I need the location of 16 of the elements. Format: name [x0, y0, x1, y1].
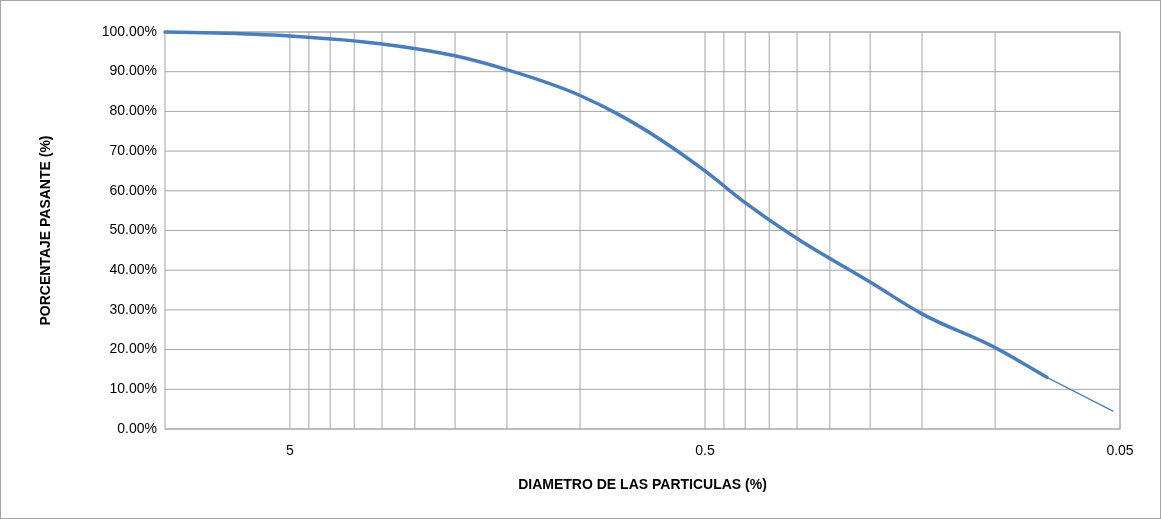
- y-tick-label: 50.00%: [109, 221, 157, 238]
- y-tick-label: 20.00%: [109, 340, 157, 357]
- y-axis-title: PORCENTAJE PASANTE (%): [37, 135, 53, 326]
- x-axis-title: DIAMETRO DE LAS PARTICULAS (%): [518, 476, 767, 492]
- y-tick-label: 90.00%: [109, 62, 157, 79]
- y-tick-label: 60.00%: [109, 181, 157, 198]
- y-tick-label: 10.00%: [109, 380, 157, 396]
- y-tick-label: 100.00%: [101, 22, 157, 39]
- y-tick-label: 70.00%: [109, 141, 157, 158]
- y-tick-label: 30.00%: [109, 300, 157, 317]
- x-tick-label: 5: [286, 442, 295, 458]
- x-tick-label: 0.05: [1106, 442, 1134, 458]
- y-tick-label: 0.00%: [117, 419, 157, 436]
- x-tick-label: 0.5: [695, 442, 715, 458]
- y-tick-label: 40.00%: [109, 260, 157, 277]
- y-tick-label: 80.00%: [109, 102, 157, 119]
